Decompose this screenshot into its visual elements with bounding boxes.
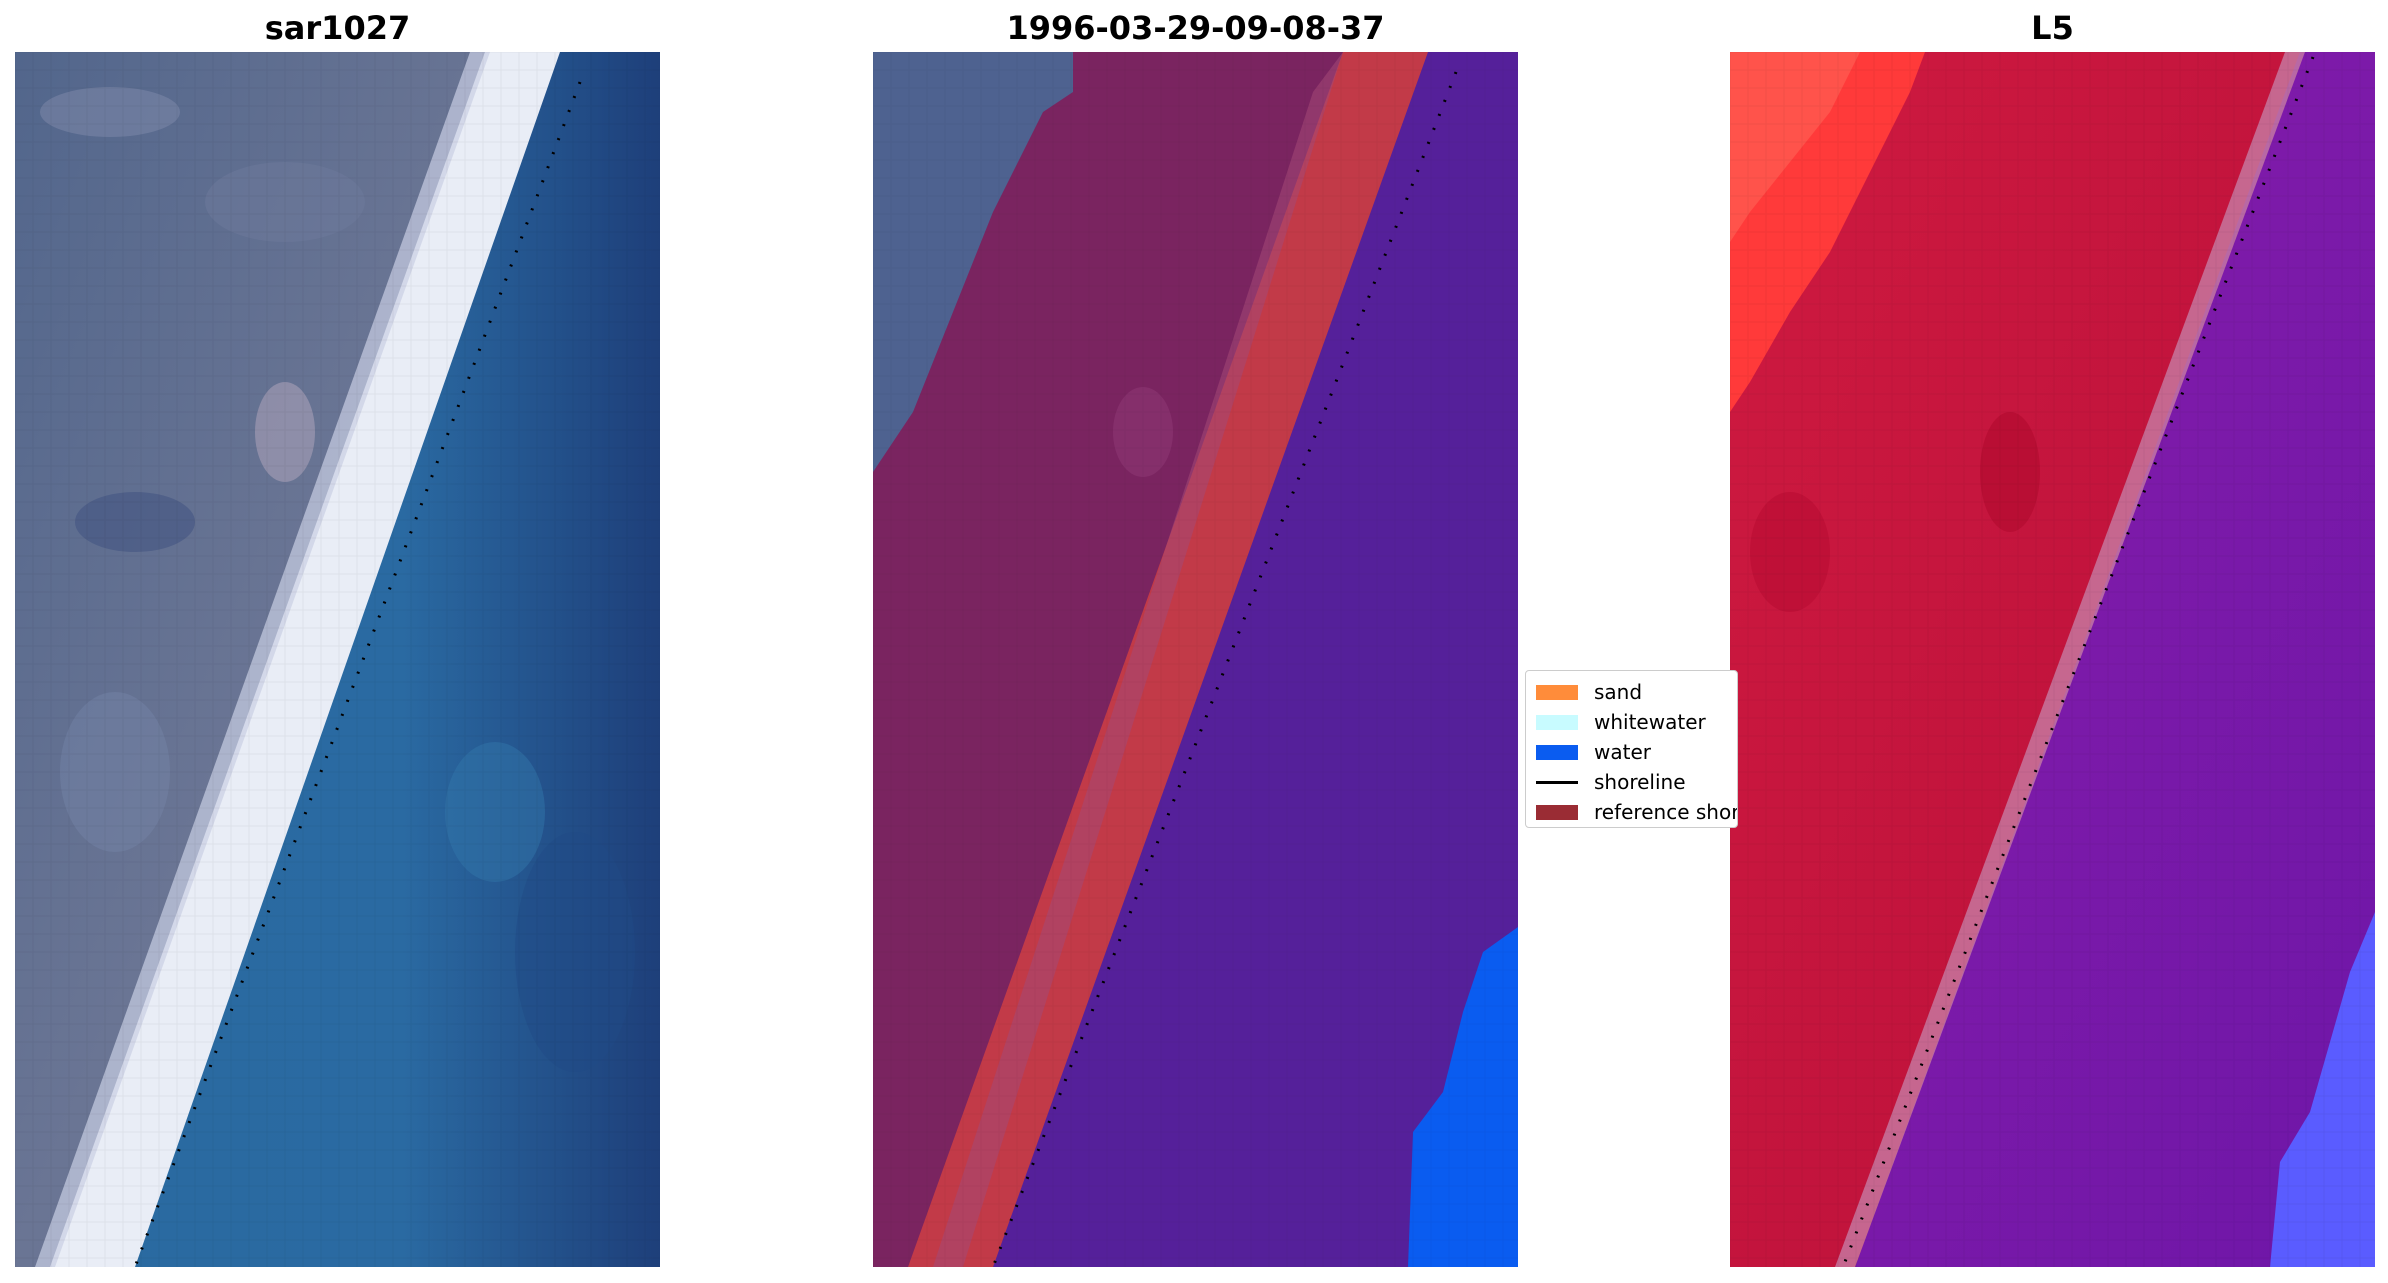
legend-label: whitewater	[1594, 710, 1706, 734]
legend-item-reference-shoreline: reference shoreline	[1526, 797, 1737, 827]
panel-title-classified: 1996-03-29-09-08-37	[1006, 9, 1385, 47]
index-image	[1730, 52, 2375, 1267]
legend-label: water	[1594, 740, 1651, 764]
shoreline-rgb	[133, 81, 582, 1267]
classified-image-panel	[873, 52, 1518, 1267]
whitewater-swatch	[1536, 714, 1578, 730]
legend-label: reference shoreline	[1594, 800, 1738, 824]
shoreline-index	[1841, 56, 2315, 1267]
legend-label: shoreline	[1594, 770, 1686, 794]
rgb-image	[15, 52, 660, 1267]
classified-image	[873, 52, 1518, 1267]
sand-swatch	[1536, 684, 1578, 700]
legend-label: sand	[1594, 680, 1643, 704]
panel-title-rgb: sar1027	[264, 9, 411, 47]
index-image-panel	[1730, 52, 2375, 1267]
water-swatch	[1536, 744, 1578, 760]
rgb-image-panel	[15, 52, 660, 1267]
legend-item-sand: sand	[1526, 677, 1737, 707]
reference-shoreline-swatch	[1536, 804, 1578, 820]
legend-item-shoreline: shoreline	[1526, 767, 1737, 797]
panel-title-index: L5	[2031, 9, 2074, 47]
shoreline-swatch	[1536, 780, 1578, 784]
legend-item-whitewater: whitewater	[1526, 707, 1737, 737]
legend: sand whitewater water shoreline referenc…	[1525, 670, 1738, 828]
legend-item-water: water	[1526, 737, 1737, 767]
